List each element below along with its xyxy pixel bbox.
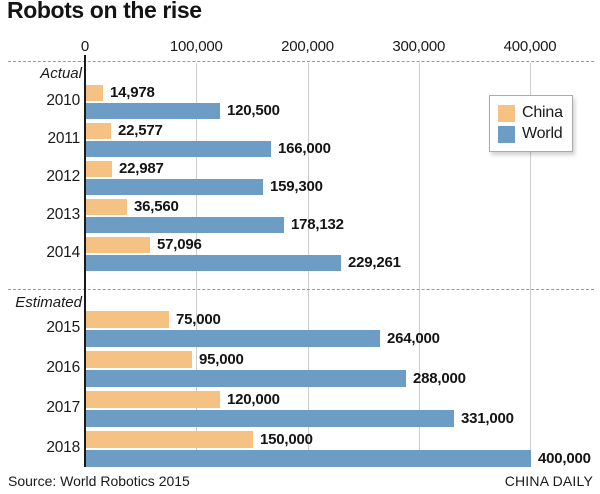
value-label-china-2011: 22,577 — [118, 122, 163, 139]
value-label-world-2018: 400,000 — [538, 450, 591, 467]
legend-item-china: China — [498, 103, 563, 123]
bar-china-2010 — [86, 85, 103, 101]
value-label-world-2015: 264,000 — [387, 330, 440, 347]
x-tick-label: 400,000 — [503, 38, 557, 55]
source-note: Source: World Robotics 2015 — [8, 473, 190, 489]
chart-title: Robots on the rise — [7, 0, 202, 23]
bar-china-2017 — [86, 391, 220, 408]
year-label-2018: 2018 — [46, 439, 80, 456]
x-tick-label: 100,000 — [169, 38, 223, 55]
value-label-world-2017: 331,000 — [461, 410, 514, 427]
y-axis-line — [84, 55, 86, 467]
legend-swatch-world-icon — [498, 125, 515, 143]
publisher-credit: CHINA DAILY — [504, 473, 593, 489]
bar-world-2011 — [86, 141, 271, 157]
value-label-world-2012: 159,300 — [270, 178, 323, 195]
bar-world-2016 — [86, 370, 406, 387]
year-label-2013: 2013 — [46, 206, 80, 223]
bar-china-2011 — [86, 123, 111, 139]
bar-world-2010 — [86, 103, 220, 119]
year-label-2012: 2012 — [46, 168, 80, 185]
year-label-2014: 2014 — [46, 244, 80, 261]
bar-china-2016 — [86, 351, 192, 368]
value-label-china-2012: 22,987 — [119, 160, 164, 177]
value-label-china-2010: 14,978 — [110, 84, 155, 101]
bar-china-2014 — [86, 237, 150, 253]
bar-world-2015 — [86, 330, 380, 347]
legend-item-world: World — [498, 124, 563, 144]
year-label-2010: 2010 — [46, 92, 80, 109]
value-label-china-2014: 57,096 — [157, 236, 202, 253]
value-label-china-2015: 75,000 — [176, 311, 221, 328]
legend-label-world: World — [522, 125, 563, 142]
x-tick-label: 300,000 — [392, 38, 446, 55]
bar-china-2015 — [86, 311, 169, 328]
value-label-china-2013: 36,560 — [134, 198, 179, 215]
legend-label-china: China — [522, 104, 563, 121]
section-label-actual: Actual — [40, 65, 82, 82]
gridline — [530, 63, 531, 467]
bar-world-2018 — [86, 450, 531, 467]
bar-world-2013 — [86, 217, 284, 233]
value-label-world-2013: 178,132 — [291, 216, 344, 233]
value-label-world-2016: 288,000 — [413, 370, 466, 387]
section-label-estimated: Estimated — [15, 294, 82, 311]
value-label-world-2011: 166,000 — [278, 140, 331, 157]
section-separator — [8, 289, 594, 290]
value-label-china-2017: 120,000 — [227, 391, 280, 408]
value-label-world-2010: 120,500 — [227, 102, 280, 119]
bar-china-2018 — [86, 431, 253, 448]
bar-world-2012 — [86, 179, 263, 195]
year-label-2016: 2016 — [46, 359, 80, 376]
bar-world-2014 — [86, 255, 341, 271]
value-label-china-2016: 95,000 — [199, 351, 244, 368]
bar-china-2013 — [86, 199, 127, 215]
legend: China World — [489, 95, 573, 152]
x-tick-label: 200,000 — [281, 38, 334, 55]
value-label-china-2018: 150,000 — [260, 431, 313, 448]
year-label-2011: 2011 — [47, 130, 80, 147]
x-tick-label: 0 — [80, 38, 90, 55]
bar-world-2017 — [86, 410, 454, 427]
year-label-2015: 2015 — [46, 319, 80, 336]
legend-swatch-china-icon — [498, 104, 515, 122]
value-label-world-2014: 229,261 — [348, 254, 401, 271]
year-label-2017: 2017 — [46, 399, 80, 416]
section-separator — [8, 61, 594, 62]
bar-china-2012 — [86, 161, 112, 177]
gridline — [419, 63, 420, 467]
